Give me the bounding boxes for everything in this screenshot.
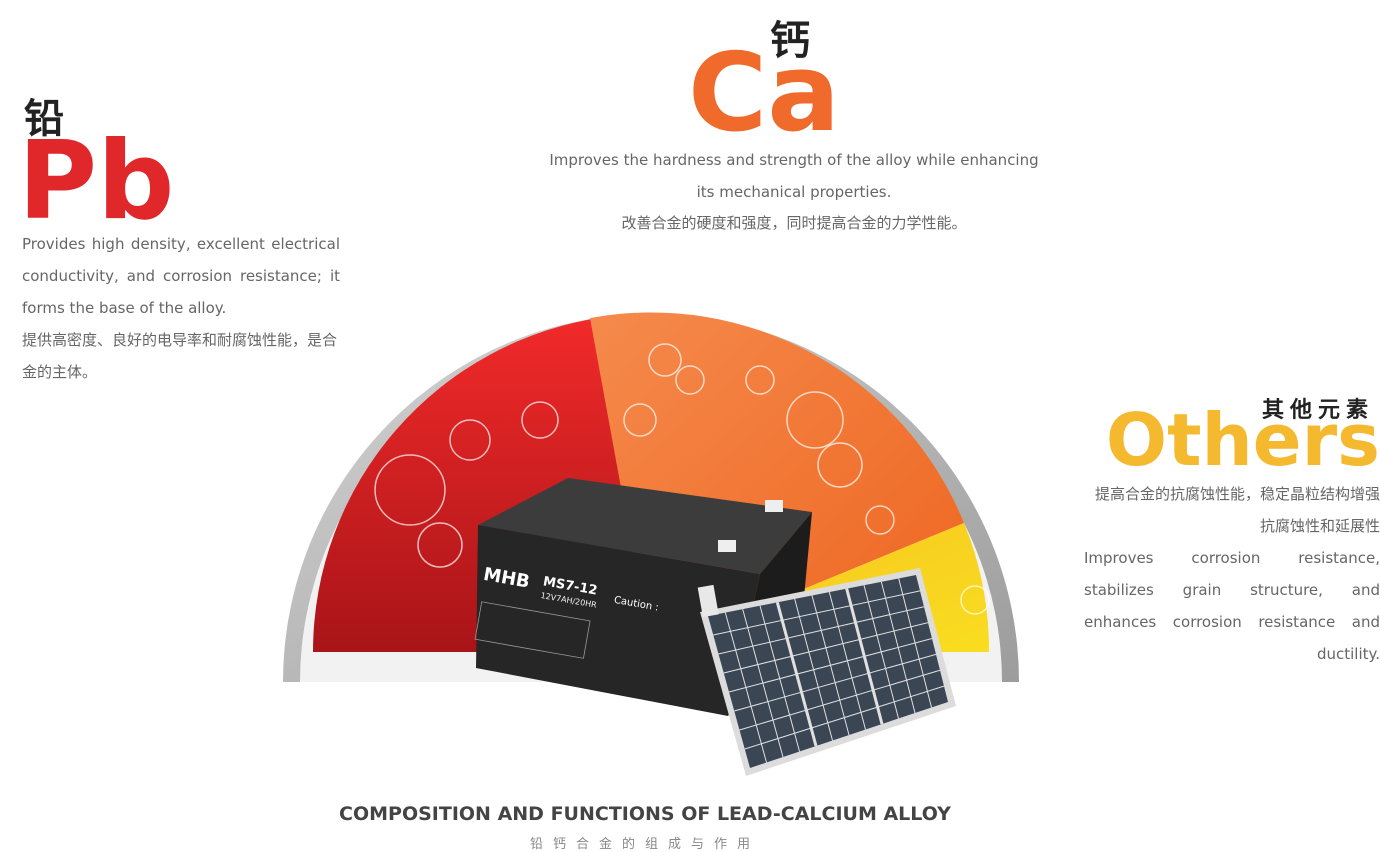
pb-symbol: Pb (18, 128, 174, 236)
battery-terminal (765, 500, 783, 512)
footer-title: COMPOSITION AND FUNCTIONS OF LEAD-CALCIU… (0, 803, 1290, 825)
others-en: Improves corrosion resistance, stabilize… (1084, 542, 1380, 670)
ca-en: Improves the hardness and strength of th… (540, 144, 1048, 208)
others-cn-desc: 提高合金的抗腐蚀性能，稳定晶粒结构增强抗腐蚀性和延展性 (1090, 478, 1380, 542)
page: Lead-Calcium Alloy {"pb": {"cn": "铅", "s… (0, 0, 1380, 852)
others-symbol: Others (1106, 404, 1380, 476)
body: MHB MS7-12 12V7AH/20HR Caution : 铅 Pb Pr… (0, 0, 1380, 852)
battery-terminal (718, 540, 736, 552)
footer-subtitle: 铅钙合金的组成与作用 (0, 833, 1290, 852)
ca-cn-desc: 改善合金的硬度和强度，同时提高合金的力学性能。 (540, 207, 1048, 239)
pb-cn-desc: 提供高密度、良好的电导率和耐腐蚀性能，是合金的主体。 (22, 324, 340, 388)
pb-en: Provides high density, excellent electri… (22, 228, 340, 324)
ca-symbol: Ca (688, 40, 840, 148)
